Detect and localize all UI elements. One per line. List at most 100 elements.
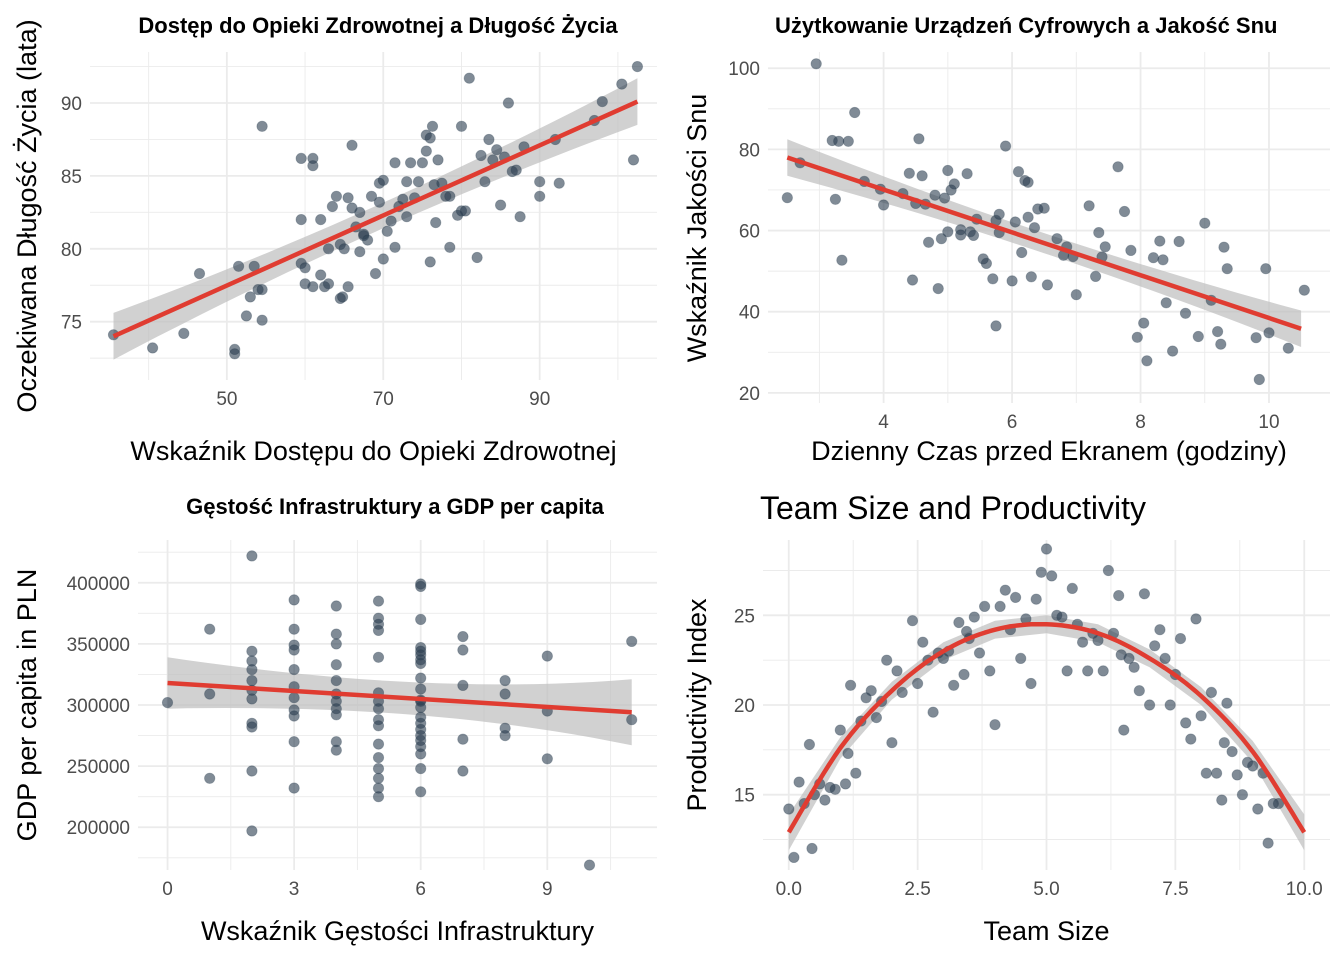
data-point <box>1028 222 1041 234</box>
data-point <box>1262 837 1274 849</box>
data-point <box>295 214 307 226</box>
data-point <box>336 291 349 303</box>
chart-panel-2: 4 6 8 10 20 40 60 80 100 Dzienny Czas przed Ekran… <box>682 13 1330 466</box>
data-point <box>499 729 511 742</box>
data-point <box>1093 227 1105 239</box>
data-point <box>457 679 469 692</box>
data-point <box>330 659 342 671</box>
data-point <box>401 211 413 223</box>
data-point <box>288 594 300 606</box>
data-point <box>1157 254 1169 266</box>
y-tick-label: 400000 <box>67 574 130 595</box>
data-point <box>929 189 941 201</box>
data-point <box>978 600 991 613</box>
data-point <box>426 120 439 132</box>
data-point <box>1192 330 1204 343</box>
data-point <box>1221 697 1233 709</box>
data-point <box>1133 685 1145 697</box>
data-point <box>415 580 427 593</box>
data-point <box>424 132 436 144</box>
data-point <box>1154 235 1166 247</box>
data-point <box>1066 582 1078 595</box>
data-point <box>444 190 456 202</box>
data-point <box>430 217 442 229</box>
y-tick-label: 100 <box>728 59 760 80</box>
data-point <box>948 178 960 190</box>
data-point <box>1113 589 1125 602</box>
y-tick-label: 80 <box>739 140 760 161</box>
data-point <box>626 714 638 726</box>
data-point <box>246 674 258 687</box>
data-point <box>354 206 366 218</box>
data-point <box>401 176 413 188</box>
x-tick-label: 7.5 <box>1162 879 1188 900</box>
data-point <box>1272 797 1285 810</box>
data-point <box>420 145 432 157</box>
data-point <box>372 738 385 750</box>
x-tick-label: 4 <box>878 412 889 433</box>
data-point <box>793 776 805 788</box>
data-point <box>953 616 965 629</box>
data-point <box>415 613 427 626</box>
data-point <box>984 665 996 677</box>
data-point <box>1038 202 1050 214</box>
data-point <box>412 176 425 188</box>
data-point <box>534 190 546 202</box>
y-tick-label: 90 <box>61 94 82 115</box>
data-point <box>372 595 385 607</box>
chart-title: Dostęp do Opieki Zdrowotnej a Długość Ży… <box>138 13 618 38</box>
data-point <box>455 120 468 132</box>
data-point <box>1118 724 1130 736</box>
data-point <box>330 638 342 650</box>
data-point <box>475 149 487 162</box>
scatter-points <box>781 58 1310 386</box>
data-point <box>389 157 401 169</box>
data-point <box>891 665 903 677</box>
data-point <box>596 96 608 108</box>
data-point <box>372 791 385 803</box>
data-point <box>993 208 1005 220</box>
trend-line <box>167 680 632 715</box>
data-point <box>1211 767 1223 779</box>
y-tick-label: 85 <box>61 167 82 188</box>
data-point <box>494 199 507 211</box>
data-point <box>819 794 831 806</box>
data-point <box>381 225 393 237</box>
data-point <box>499 674 511 687</box>
data-point <box>256 120 268 132</box>
data-point <box>1218 241 1230 253</box>
data-point <box>967 229 980 241</box>
data-point <box>980 257 993 269</box>
data-point <box>288 663 300 676</box>
data-point <box>1131 331 1143 343</box>
y-tick-label: 25 <box>734 606 755 627</box>
y-tick-label: 20 <box>734 696 755 717</box>
data-point <box>553 177 565 189</box>
data-point <box>1144 699 1156 711</box>
data-point <box>288 736 300 748</box>
trend-line <box>786 155 1302 331</box>
chart-panel-3: 0 3 6 9 200000 250000 300000 350000 400000 Wskaźn… <box>12 494 657 946</box>
data-point <box>457 765 469 777</box>
data-point <box>1082 665 1094 677</box>
y-tick-label: 250000 <box>67 757 130 778</box>
data-point <box>288 644 300 656</box>
data-point <box>960 625 973 638</box>
data-point <box>457 733 469 745</box>
data-point <box>989 719 1001 731</box>
data-point <box>415 748 427 760</box>
data-point <box>1051 233 1063 245</box>
data-point <box>288 623 300 635</box>
x-tick-label: 8 <box>1135 412 1146 433</box>
data-point <box>330 628 342 640</box>
data-point <box>1252 803 1264 815</box>
data-point <box>1190 613 1202 625</box>
x-tick-label: 2.5 <box>904 879 930 900</box>
data-point <box>1212 325 1224 338</box>
data-point <box>246 825 258 837</box>
data-point <box>415 672 427 684</box>
data-point <box>365 190 378 202</box>
x-tick-label: 10 <box>1258 412 1279 433</box>
data-point <box>1006 275 1018 287</box>
data-point <box>913 133 925 145</box>
